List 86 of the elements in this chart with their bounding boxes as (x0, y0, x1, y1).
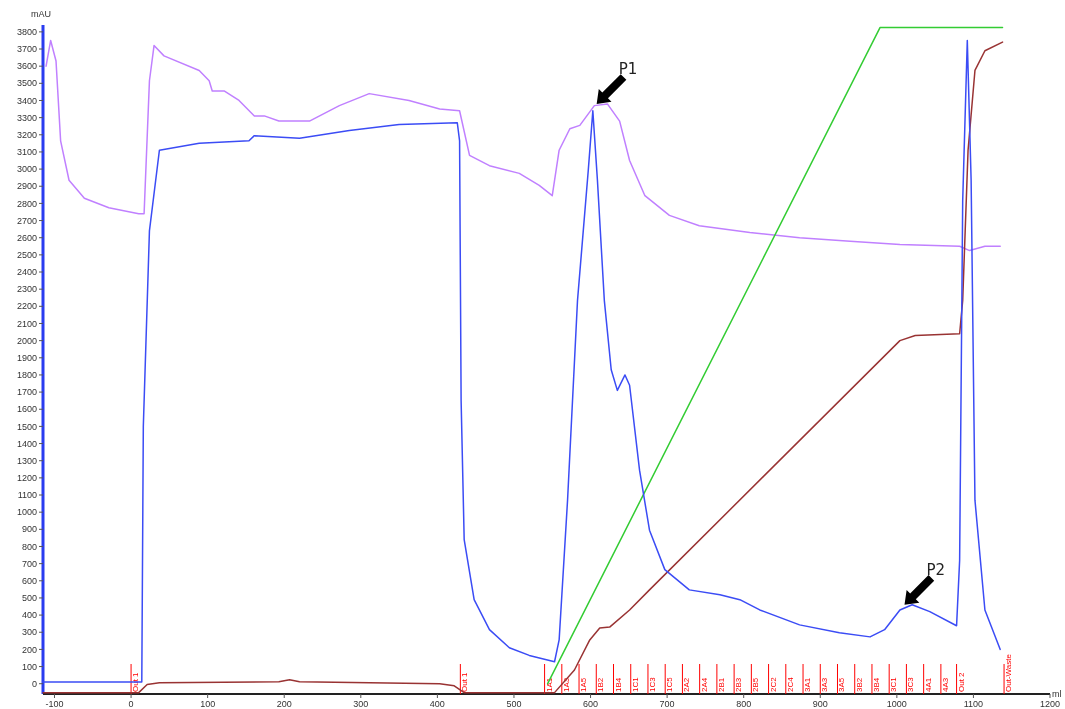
ref-line-label: 2B3 (734, 677, 744, 692)
ref-line-label: 1A5 (579, 677, 589, 692)
ref-line-label: Out 1 (131, 671, 141, 692)
x-tick-label: 400 (429, 699, 445, 709)
ref-line-label: Out 2 (956, 671, 966, 692)
ref-line-label: 3B4 (871, 677, 881, 692)
x-tick-label: 100 (200, 699, 216, 709)
y-tick-label: 3700 (16, 44, 37, 55)
y-tick-label: 1000 (16, 507, 37, 518)
y-tick-label: 1400 (16, 438, 37, 449)
ref-line-label: 1C5 (665, 676, 675, 692)
y-tick-label: 500 (21, 593, 37, 604)
ref-line-label: 2B5 (751, 677, 761, 692)
x-tick-label: 1100 (963, 699, 984, 709)
ref-line-label: 2A4 (699, 677, 709, 692)
y-tick-label: 2200 (16, 301, 37, 312)
ref-line-label: 1B4 (613, 677, 623, 692)
ref-line-label: 1C3 (647, 676, 657, 692)
x-tick-label: 300 (353, 699, 369, 709)
ref-line-label: 1B2 (596, 677, 606, 692)
y-tick-label: 2700 (16, 215, 37, 226)
ref-line-label: 3C1 (889, 676, 899, 692)
y-tick-label: 1100 (17, 490, 37, 501)
ref-line-label: 3A5 (837, 677, 847, 692)
y-tick-label: 1800 (16, 370, 37, 381)
x-tick-label: 200 (276, 699, 292, 709)
y-tick-label: 1900 (16, 352, 37, 363)
y-tick-label: 3000 (16, 164, 37, 175)
y-tick-label: 1300 (16, 455, 37, 466)
y-tick-label: 2800 (16, 198, 37, 209)
y-tick-label: 2900 (16, 181, 37, 192)
y-tick-label: 1600 (16, 404, 37, 415)
ref-line-label: 2B1 (716, 677, 726, 692)
x-tick-label: 600 (583, 699, 599, 709)
y-tick-label: 400 (21, 610, 37, 621)
ref-line-label: 3A3 (820, 677, 830, 692)
ref-line-label: 1A1 (544, 677, 554, 692)
y-tick-label: 800 (21, 541, 37, 552)
ref-line-label: 3C3 (906, 676, 916, 692)
x-tick-label: 800 (736, 699, 752, 709)
y-tick-label: 3800 (16, 27, 37, 38)
ref-line-label: 2C4 (785, 676, 795, 692)
ref-line-label: 2A2 (682, 677, 692, 692)
x-tick-label: 900 (812, 699, 828, 709)
y-tick-label: 3100 (16, 147, 37, 158)
ref-line-label: 4A3 (940, 677, 950, 692)
x-tick-label: -100 (45, 699, 64, 709)
y-tick-label: 3600 (16, 61, 37, 72)
line-series (45, 39, 1001, 252)
y-tick-label: 2600 (16, 232, 37, 243)
x-tick-label: 1000 (886, 699, 907, 709)
ref-line-label: 1C1 (630, 676, 640, 692)
y-tick-label: 1200 (16, 473, 37, 484)
y-tick-label: 200 (21, 644, 37, 655)
y-tick-label: 600 (21, 575, 37, 586)
y-tick-label: 100 (21, 661, 37, 672)
annotation: P1 (618, 59, 638, 78)
x-tick-label: 700 (659, 699, 675, 709)
x-axis-title: ml (1052, 689, 1062, 699)
y-tick-label: 1500 (16, 421, 37, 432)
y-tick-label: 3400 (16, 95, 37, 106)
y-tick-label: 300 (21, 627, 37, 638)
ref-line-label: Out-Waste (1004, 653, 1014, 692)
y-tick-label: 900 (21, 524, 37, 535)
y-tick-label: 1700 (16, 387, 37, 398)
x-tick-label: 1200 (1039, 699, 1061, 709)
y-tick-label: 3500 (16, 78, 37, 89)
y-tick-label: 3200 (16, 129, 37, 140)
ref-line-label: 1A3 (561, 677, 571, 692)
annotation: P2 (926, 560, 946, 579)
y-tick-label: 3300 (16, 112, 37, 123)
y-tick-label: 2000 (16, 335, 37, 346)
y-tick-label: 700 (21, 558, 37, 569)
ref-line-label: 3B2 (854, 677, 864, 692)
ref-line-label: Out 1 (460, 671, 470, 692)
y-axis-title: mAU (31, 9, 51, 19)
x-tick-label: 0 (128, 699, 134, 709)
x-tick-label: 500 (506, 699, 522, 709)
y-tick-label: 2400 (16, 267, 37, 278)
y-tick-label: 2100 (16, 318, 37, 329)
y-tick-label: 2500 (16, 250, 37, 261)
ref-line-label: 3A1 (803, 677, 813, 692)
ref-line-label: 4A1 (923, 677, 933, 692)
ref-line-label: 2C2 (768, 676, 778, 692)
y-tick-label: 0 (31, 678, 37, 689)
y-tick-label: 2300 (16, 284, 37, 295)
